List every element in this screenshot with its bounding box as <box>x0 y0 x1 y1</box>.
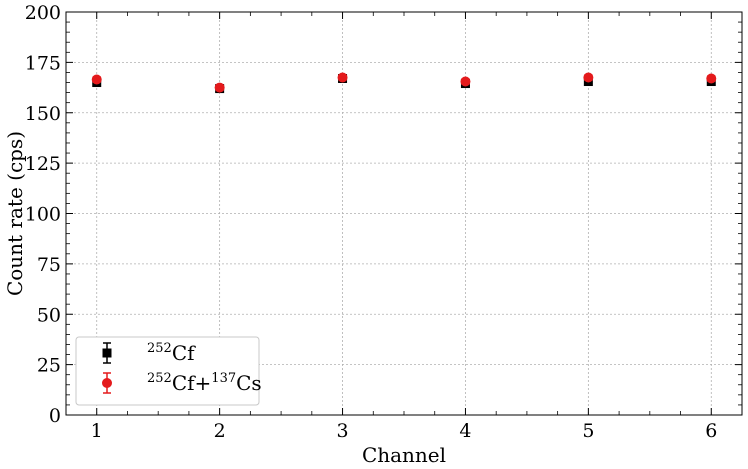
legend-label-superscript: 252 <box>147 371 172 386</box>
y-tick-label: 175 <box>25 52 61 74</box>
legend-label-superscript: 252 <box>147 341 172 356</box>
y-tick-label: 75 <box>37 254 61 276</box>
x-tick-label: 3 <box>336 420 348 442</box>
legend-label-text: Cf <box>172 341 196 365</box>
plot-frame <box>65 11 743 416</box>
x-tick-label: 1 <box>91 420 103 442</box>
y-tick-label: 50 <box>37 304 61 326</box>
legend-label: 252Cf <box>147 341 196 365</box>
data-point-circle <box>91 74 102 85</box>
data-point-circle <box>337 72 348 83</box>
y-tick-label: 125 <box>25 153 61 175</box>
y-tick-label: 100 <box>25 204 61 226</box>
legend-label-text: Cf+ <box>172 371 211 395</box>
y-tick-label: 150 <box>25 103 61 125</box>
legend-box <box>75 336 260 406</box>
y-tick-label: 0 <box>49 405 61 427</box>
data-point-circle <box>583 72 594 83</box>
legend-label: 252Cf+137Cs <box>147 371 262 395</box>
legend-label-superscript: 137 <box>211 371 236 386</box>
legend-marker-circle <box>102 378 112 388</box>
x-tick-label: 2 <box>214 420 226 442</box>
y-axis-label: Count rate (cps) <box>3 131 27 296</box>
y-tick-label: 200 <box>25 2 61 24</box>
series-0 <box>92 73 716 94</box>
x-axis-label: Channel <box>362 443 446 467</box>
x-tick-label: 6 <box>705 420 717 442</box>
legend-label-text: Cs <box>236 371 262 395</box>
series-1 <box>91 72 717 93</box>
data-point-circle <box>214 82 225 93</box>
x-tick-label: 4 <box>459 420 471 442</box>
x-tick-label: 5 <box>582 420 594 442</box>
legend-marker-square <box>102 348 112 358</box>
y-tick-label: 25 <box>37 355 61 377</box>
data-point-circle <box>460 76 471 87</box>
data-point-circle <box>706 73 717 84</box>
data-layer <box>91 72 717 94</box>
ticks-layer: 1 2 3 4 5 6 0 25 50 75 100 125 150 175 200 <box>25 2 742 442</box>
